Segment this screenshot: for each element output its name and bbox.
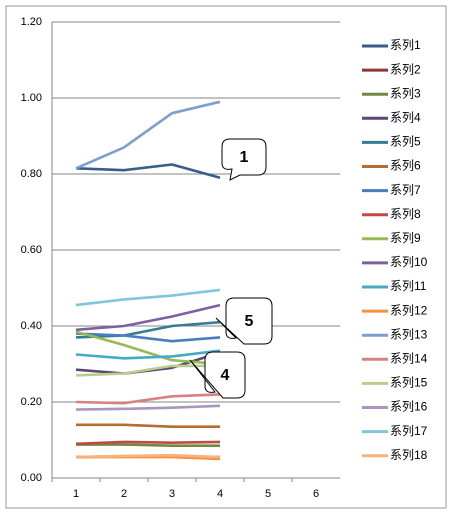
callout-label: 1 [240, 149, 249, 166]
series-line [75, 332, 221, 343]
callout: 5 [215, 297, 273, 345]
legend-label: 系列7 [390, 183, 421, 197]
series-line [75, 393, 221, 405]
callout-bubble [215, 297, 273, 345]
y-tick-label: 0.60 [21, 244, 42, 256]
y-tick-label: 1.20 [21, 16, 42, 28]
legend-label: 系列8 [390, 207, 421, 221]
series-line [75, 404, 221, 411]
legend-label: 系列10 [390, 255, 428, 269]
series-line [76, 443, 220, 447]
legend-label: 系列18 [390, 448, 428, 462]
legend-label: 系列2 [390, 62, 421, 76]
legend-label: 系列5 [390, 135, 421, 149]
y-tick-label: 0.40 [21, 320, 42, 332]
callout-bubble [189, 351, 246, 399]
series-line [75, 288, 221, 307]
legend: 系列1 系列2 系列3 系列4 系列5 系列6 系列7 系列8 系列9 系列10 系列11 系列12 系… [362, 38, 428, 462]
legend-label: 系列1 [390, 38, 421, 52]
legend-label: 系列4 [390, 110, 421, 124]
legend-label: 系列11 [390, 279, 427, 293]
x-tick-label: 6 [313, 488, 319, 500]
series-line [75, 364, 220, 377]
legend-label: 系列15 [390, 376, 428, 390]
y-tick-label: 1.00 [21, 92, 42, 104]
legend-label: 系列3 [390, 86, 421, 100]
y-tick-label: 0.00 [21, 472, 42, 484]
series-line [75, 349, 221, 360]
callout: 4 [189, 351, 246, 399]
x-tick-label: 3 [169, 488, 175, 500]
series-line [75, 303, 221, 332]
y-tick-label: 0.80 [21, 168, 42, 180]
legend-label: 系列17 [390, 424, 428, 438]
x-tick-label: 4 [217, 488, 223, 500]
series-line [75, 100, 221, 170]
y-tick-label: 0.20 [21, 396, 42, 408]
legend-label: 系列14 [390, 351, 428, 365]
legend-label: 系列16 [390, 400, 428, 414]
legend-label: 系列6 [390, 159, 421, 173]
legend-label: 系列12 [390, 303, 428, 317]
callout-label: 4 [221, 367, 230, 384]
series-line [75, 330, 221, 366]
series-line [75, 453, 221, 459]
x-tick-label: 1 [73, 488, 79, 500]
series-line [75, 163, 221, 180]
series-line [76, 423, 220, 428]
callout-label: 5 [245, 313, 254, 330]
series-line [75, 440, 221, 446]
x-tick-label: 2 [121, 488, 127, 500]
x-tick-label: 5 [265, 488, 271, 500]
legend-label: 系列13 [390, 327, 428, 341]
series-line [75, 320, 221, 339]
legend-label: 系列9 [390, 231, 421, 245]
callout: 1 [221, 138, 267, 181]
callout-bubble [221, 138, 267, 181]
